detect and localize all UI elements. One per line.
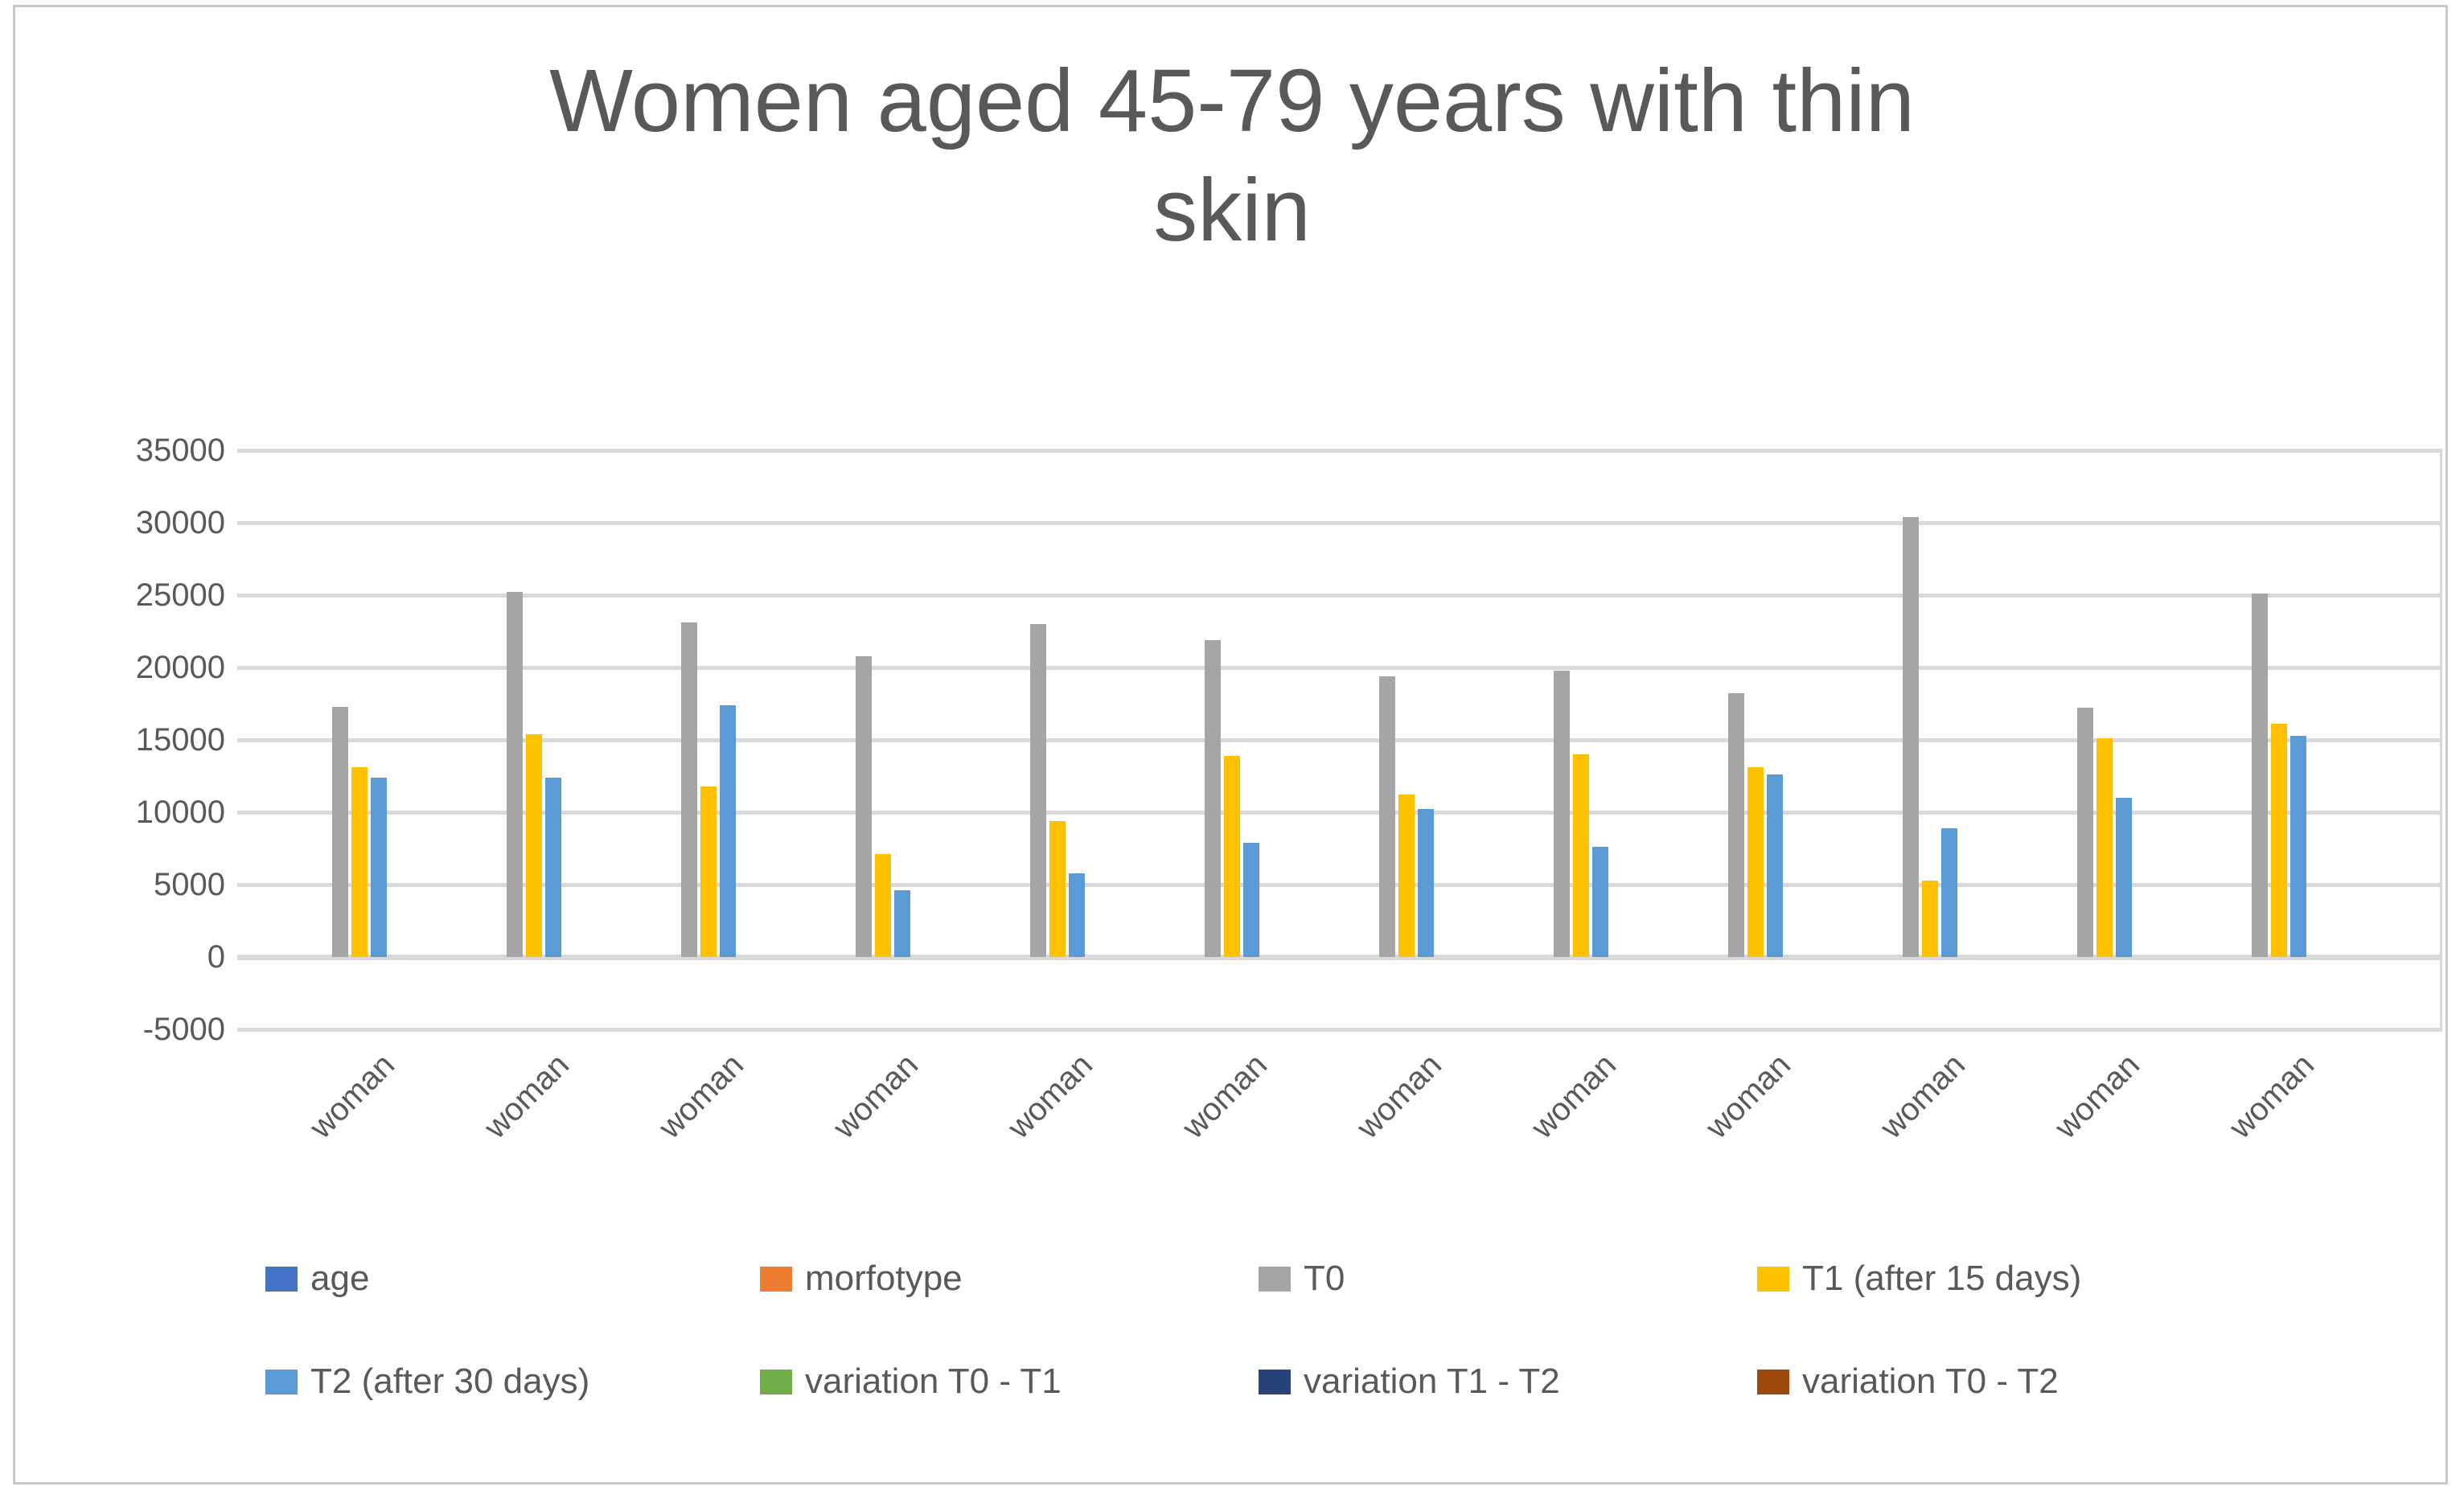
bar-t2-group-2 xyxy=(545,778,561,957)
x-tick-label-8: woman xyxy=(1524,1047,1624,1146)
legend-color-chip xyxy=(1757,1369,1789,1394)
x-tick-label-6: woman xyxy=(1175,1047,1275,1146)
y-tick-label: 20000 xyxy=(135,650,225,685)
bar-t2-group-8 xyxy=(1592,847,1608,957)
chart-title-line1: Women aged 45-79 years with thin xyxy=(549,51,1915,150)
gridline-5000 xyxy=(237,883,2442,887)
legend-label: variation T0 - T2 xyxy=(1802,1362,2059,1401)
gridline-35000 xyxy=(237,449,2442,453)
gridline-0 xyxy=(237,955,2442,960)
bar-t1-group-10 xyxy=(1922,881,1938,957)
x-tick-label-11: woman xyxy=(2047,1047,2147,1146)
gridline-20000 xyxy=(237,666,2442,670)
bar-t1-group-11 xyxy=(2096,738,2113,957)
bar-t0-group-3 xyxy=(681,622,697,957)
bar-t2-group-1 xyxy=(371,778,387,957)
legend-label: morfotype xyxy=(805,1259,963,1298)
y-tick-label: 10000 xyxy=(135,795,225,830)
legend-color-chip xyxy=(1757,1266,1789,1292)
chart-title-line2: skin xyxy=(1153,161,1311,261)
legend-item-morfotype: morfotype xyxy=(760,1259,963,1299)
bar-t0-group-1 xyxy=(332,707,348,957)
x-tick-label-4: woman xyxy=(826,1047,926,1146)
bar-t1-group-7 xyxy=(1398,795,1415,957)
bar-t1-group-8 xyxy=(1573,754,1589,957)
bar-t2-group-10 xyxy=(1941,828,1957,957)
bar-t2-group-11 xyxy=(2116,798,2132,957)
bar-t1-group-12 xyxy=(2271,724,2287,957)
bar-t2-group-3 xyxy=(720,705,736,957)
y-tick-label: 0 xyxy=(207,939,225,975)
bar-t0-group-2 xyxy=(507,592,523,957)
bar-t2-group-6 xyxy=(1243,843,1259,957)
x-tick-label-10: woman xyxy=(1873,1047,1973,1146)
bar-t0-group-11 xyxy=(2077,708,2093,957)
x-tick-label-12: woman xyxy=(2222,1047,2322,1146)
bar-t1-group-2 xyxy=(526,734,542,957)
bar-t1-group-6 xyxy=(1224,756,1240,957)
bar-t2-group-7 xyxy=(1418,809,1434,957)
legend-item-age: age xyxy=(265,1259,369,1299)
y-tick-label: 35000 xyxy=(135,433,225,468)
bar-t2-group-12 xyxy=(2290,736,2306,957)
plot-right-border xyxy=(2440,450,2442,1032)
legend-color-chip xyxy=(760,1369,792,1394)
legend-color-chip xyxy=(760,1266,792,1292)
legend-color-chip xyxy=(1259,1266,1291,1292)
legend-label: T1 (after 15 days) xyxy=(1802,1259,2082,1298)
y-tick-label: -5000 xyxy=(142,1012,225,1047)
legend-color-chip xyxy=(265,1266,298,1292)
bar-t1-group-1 xyxy=(351,767,368,957)
bar-t0-group-10 xyxy=(1903,517,1919,957)
bar-t2-group-5 xyxy=(1069,873,1085,957)
bar-t0-group-6 xyxy=(1205,640,1221,957)
legend-label: variation T1 - T2 xyxy=(1304,1362,1560,1401)
legend-label: age xyxy=(310,1259,370,1298)
x-tick-label-2: woman xyxy=(477,1047,577,1146)
gridline-15000 xyxy=(237,738,2442,742)
legend-item-t0: T0 xyxy=(1259,1259,1345,1299)
legend-item-variation-t0-t1: variation T0 - T1 xyxy=(760,1362,1062,1402)
y-tick-label: 25000 xyxy=(135,577,225,613)
legend-item-variation-t0-t2: variation T0 - T2 xyxy=(1757,1362,2059,1402)
legend-color-chip xyxy=(265,1369,298,1394)
legend-color-chip xyxy=(1259,1369,1291,1394)
bar-t1-group-3 xyxy=(700,787,717,957)
gridline-10000 xyxy=(237,811,2442,815)
gridline-25000 xyxy=(237,593,2442,598)
y-tick-label: 30000 xyxy=(135,505,225,540)
legend-item-t1-after-15-days-: T1 (after 15 days) xyxy=(1757,1259,2081,1299)
y-tick-label: 5000 xyxy=(154,867,225,902)
bar-t0-group-7 xyxy=(1379,676,1395,957)
x-tick-label-1: woman xyxy=(302,1047,402,1146)
bar-t0-group-9 xyxy=(1728,693,1744,957)
x-tick-label-7: woman xyxy=(1349,1047,1449,1146)
legend-label: variation T0 - T1 xyxy=(805,1362,1062,1401)
legend-item-variation-t1-t2: variation T1 - T2 xyxy=(1259,1362,1560,1402)
chart-frame xyxy=(13,5,2448,1485)
gridline--5000 xyxy=(237,1028,2442,1032)
legend-label: T0 xyxy=(1304,1259,1345,1298)
legend-label: T2 (after 30 days) xyxy=(310,1362,590,1401)
chart-title: Women aged 45-79 years with thin skin xyxy=(307,47,2157,266)
bar-t0-group-8 xyxy=(1554,671,1570,957)
bar-t0-group-12 xyxy=(2252,593,2268,957)
x-tick-label-3: woman xyxy=(651,1047,751,1146)
gridline-30000 xyxy=(237,521,2442,525)
bar-t1-group-4 xyxy=(875,854,891,957)
y-tick-label: 15000 xyxy=(135,722,225,758)
bar-t1-group-9 xyxy=(1747,767,1764,957)
x-tick-label-9: woman xyxy=(1698,1047,1798,1146)
bar-t2-group-9 xyxy=(1767,774,1783,957)
x-tick-label-5: woman xyxy=(1000,1047,1100,1146)
bar-t1-group-5 xyxy=(1049,821,1066,957)
bar-t2-group-4 xyxy=(894,890,910,957)
bar-t0-group-4 xyxy=(856,656,872,957)
bar-t0-group-5 xyxy=(1030,624,1046,957)
legend-item-t2-after-30-days-: T2 (after 30 days) xyxy=(265,1362,589,1402)
